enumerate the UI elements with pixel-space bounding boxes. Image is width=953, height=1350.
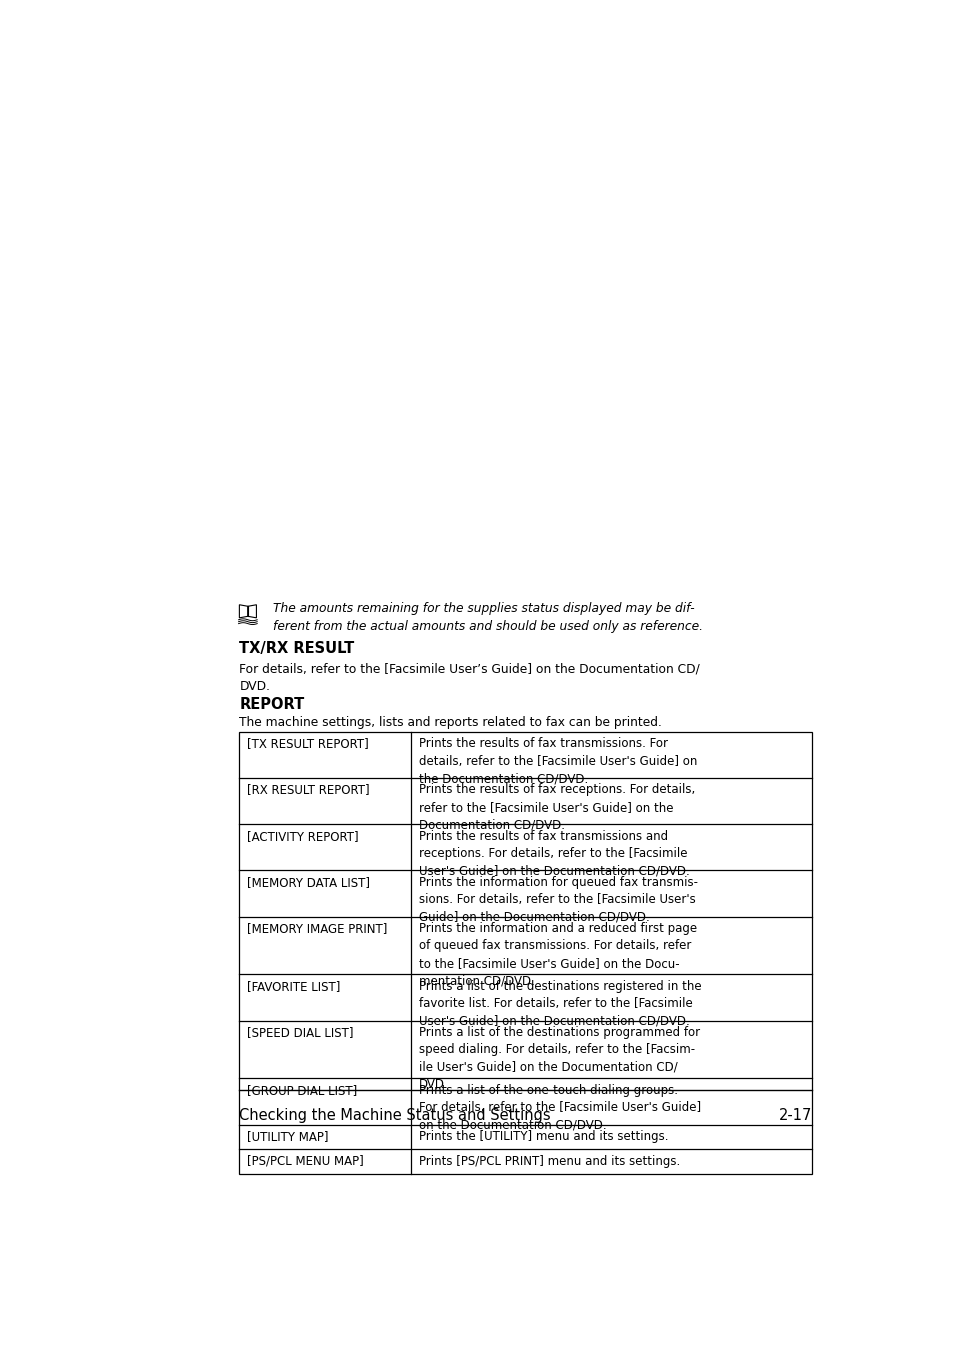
Text: [TX RESULT REPORT]: [TX RESULT REPORT] bbox=[247, 737, 369, 751]
Text: The amounts remaining for the supplies status displayed may be dif-
ferent from : The amounts remaining for the supplies s… bbox=[273, 602, 702, 633]
Text: Prints [PS/PCL PRINT] menu and its settings.: Prints [PS/PCL PRINT] menu and its setti… bbox=[418, 1154, 679, 1168]
Text: [PS/PCL MENU MAP]: [PS/PCL MENU MAP] bbox=[247, 1154, 363, 1168]
Text: [GROUP DIAL LIST]: [GROUP DIAL LIST] bbox=[247, 1084, 357, 1096]
Text: Prints the results of fax receptions. For details,
refer to the [Facsimile User': Prints the results of fax receptions. Fo… bbox=[418, 783, 695, 832]
Text: Checking the Machine Status and Settings: Checking the Machine Status and Settings bbox=[239, 1107, 551, 1123]
Text: [UTILITY MAP]: [UTILITY MAP] bbox=[247, 1130, 328, 1143]
Text: Prints a list of the one-touch dialing groups.
For details, refer to the [Facsim: Prints a list of the one-touch dialing g… bbox=[418, 1084, 700, 1131]
Text: [MEMORY DATA LIST]: [MEMORY DATA LIST] bbox=[247, 876, 370, 888]
Text: For details, refer to the [Facsimile User’s Guide] on the Documentation CD/
DVD.: For details, refer to the [Facsimile Use… bbox=[239, 663, 700, 694]
Text: Prints the results of fax transmissions. For
details, refer to the [Facsimile Us: Prints the results of fax transmissions.… bbox=[418, 737, 697, 786]
Bar bbox=[239, 732, 811, 1173]
Text: Prints the information and a reduced first page
of queued fax transmissions. For: Prints the information and a reduced fir… bbox=[418, 922, 697, 987]
Text: Prints the [UTILITY] menu and its settings.: Prints the [UTILITY] menu and its settin… bbox=[418, 1130, 668, 1143]
Text: Prints a list of the destinations registered in the
favorite list. For details, : Prints a list of the destinations regist… bbox=[418, 980, 701, 1027]
Text: The machine settings, lists and reports related to fax can be printed.: The machine settings, lists and reports … bbox=[239, 717, 661, 729]
Text: REPORT: REPORT bbox=[239, 697, 304, 713]
Text: TX/RX RESULT: TX/RX RESULT bbox=[239, 641, 355, 656]
Text: [RX RESULT REPORT]: [RX RESULT REPORT] bbox=[247, 783, 370, 796]
Text: Prints a list of the destinations programmed for
speed dialing. For details, ref: Prints a list of the destinations progra… bbox=[418, 1026, 700, 1091]
Text: [FAVORITE LIST]: [FAVORITE LIST] bbox=[247, 980, 340, 992]
Text: [MEMORY IMAGE PRINT]: [MEMORY IMAGE PRINT] bbox=[247, 922, 387, 936]
Text: Prints the information for queued fax transmis-
sions. For details, refer to the: Prints the information for queued fax tr… bbox=[418, 876, 698, 923]
Text: 2-17: 2-17 bbox=[778, 1107, 811, 1123]
Text: [ACTIVITY REPORT]: [ACTIVITY REPORT] bbox=[247, 830, 358, 842]
Text: Prints the results of fax transmissions and
receptions. For details, refer to th: Prints the results of fax transmissions … bbox=[418, 830, 689, 878]
Text: [SPEED DIAL LIST]: [SPEED DIAL LIST] bbox=[247, 1026, 354, 1040]
